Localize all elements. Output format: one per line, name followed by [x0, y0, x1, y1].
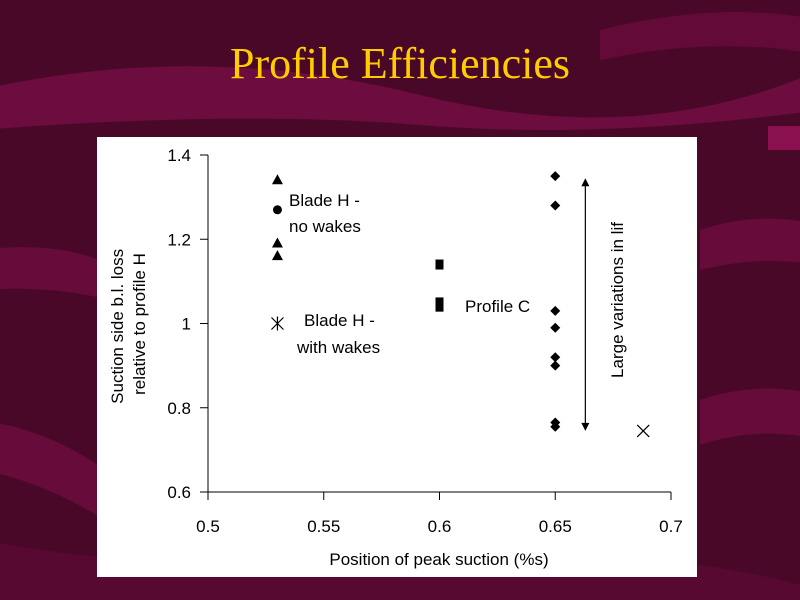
diamond-marker — [550, 352, 561, 363]
y-axis-label-line-2: relative to profile H — [130, 253, 149, 395]
data-marks — [271, 171, 650, 438]
triangle-marker — [271, 250, 283, 261]
range-arrow — [581, 178, 590, 431]
x-tick-label: 0.6 — [428, 517, 452, 536]
diamond-marker — [550, 305, 561, 316]
triangle-marker — [271, 174, 283, 185]
diamond-marker — [550, 421, 561, 432]
y-tick-label: 1.4 — [167, 146, 191, 165]
y-tick-label: 0.8 — [167, 399, 191, 418]
chart-panel: 0.5 0.55 0.6 0.65 0.7 0.6 0.8 1 1.2 1.4 Position … — [97, 137, 697, 577]
x-tick-label: 0.7 — [659, 517, 683, 536]
asterisk-marker — [271, 316, 284, 331]
x-tick-label: 0.65 — [539, 517, 572, 536]
annotation-large-variations: Large variations in lif — [608, 222, 627, 378]
diamond-marker — [550, 200, 561, 211]
diamond-marker — [550, 322, 561, 333]
triangle-marker — [271, 237, 283, 248]
square-marker — [435, 259, 444, 270]
x-marker — [636, 424, 650, 438]
range-arrow-head-bottom — [581, 422, 590, 431]
y-tick-label: 0.6 — [167, 483, 191, 502]
diamond-marker — [550, 171, 561, 182]
x-axis-label: Position of peak suction (%s) — [329, 550, 548, 569]
annotation-blade-h-no-wakes: Blade H - no wakes — [289, 191, 365, 236]
x-tick-label: 0.5 — [196, 517, 220, 536]
slide-title: Profile Efficiencies — [229, 39, 571, 88]
scatter-chart: 0.5 0.55 0.6 0.65 0.7 0.6 0.8 1 1.2 1.4 Position … — [108, 146, 683, 569]
y-tick-label: 1.2 — [167, 230, 191, 249]
x-tick-label: 0.55 — [307, 517, 340, 536]
annotation-blade-h-with-wakes-line-2: with wakes — [296, 338, 380, 357]
annotation-blade-h-with-wakes-line-1: Blade H - — [304, 311, 375, 330]
annotation-blade-h-with-wakes: Blade H - with wakes — [296, 311, 380, 357]
annotation-blade-h-no-wakes-line-1: Blade H - — [289, 191, 360, 210]
ticks: 0.5 0.55 0.6 0.65 0.7 0.6 0.8 1 1.2 1.4 — [167, 146, 682, 536]
annotation-blade-h-no-wakes-line-2: no wakes — [289, 217, 361, 236]
range-arrow-head-top — [581, 178, 590, 187]
circle-marker — [272, 205, 282, 215]
y-axis-label: Suction side b.l. loss relative to profi… — [108, 244, 149, 404]
y-axis-label-line-1: Suction side b.l. loss — [108, 249, 127, 404]
square-marker — [435, 301, 444, 312]
annotation-profile-c: Profile C — [465, 297, 530, 316]
y-tick-label: 1 — [182, 315, 191, 334]
diamond-marker — [550, 360, 561, 371]
